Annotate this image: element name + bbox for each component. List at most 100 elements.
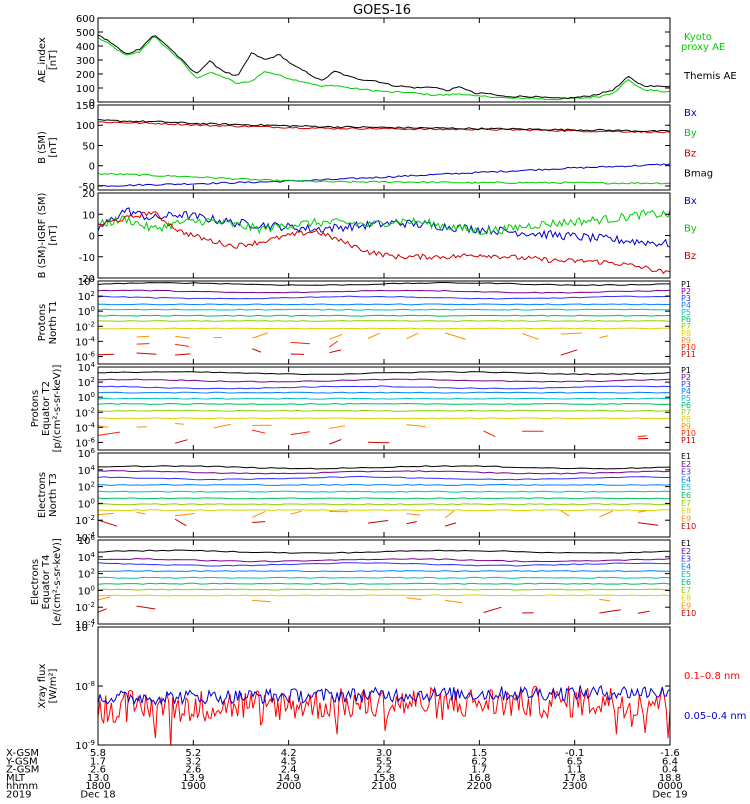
panel-frame [97,192,671,279]
series-line-kyoto-proxy-ae [98,36,670,101]
series-line-p6 [98,314,670,317]
time-axis-value: 13.9 [182,773,204,784]
time-axis-value: Dec 18 [80,790,115,801]
legend-label: E1 [681,539,691,548]
y-tick-label: 10-8 [75,680,95,693]
series-line-e9 [98,596,611,604]
legend-label: E9 [681,514,691,523]
panel-6: 106 104 102 100 10-2 10-4 ElectronsNorth T3 [37,447,671,544]
y-tick-label: 500 [76,28,95,39]
time-axis-value: 1.5 [471,748,487,759]
y-tick-label: 102 [78,568,95,581]
time-axis-value: 3.2 [185,756,201,767]
legend-label: 0.05–0.4 nm [684,711,746,722]
y-tick-label: 200 [76,70,95,81]
series-line-e7 [98,503,670,506]
legend-label: P7 [681,408,691,417]
series-line-p10 [136,340,338,348]
series-line-e6 [98,497,670,500]
time-axis-value: 1.1 [567,765,583,776]
legend-label: E10 [681,609,696,618]
legend-label: P9 [681,422,691,431]
time-axis-row-label: hhmm [6,781,38,792]
series-line-e10 [98,605,650,614]
legend-label: Bz [684,148,696,159]
y-tick-label: 10-4 [75,531,95,544]
y-tick-label: 10-2 [75,601,95,614]
panel-frame [97,17,671,103]
y-tick-label: 10-2 [75,320,95,333]
time-axis-value: 5.5 [376,756,392,767]
series-line-e5 [98,490,670,493]
y-tick-label: 102 [78,481,95,494]
y-tick-label: 20 [82,189,95,200]
y-tick-label: 100 [78,305,95,318]
y-tick-label: 10 [82,210,95,221]
time-axis-value: 14.9 [278,773,300,784]
series-line-e4 [98,483,670,486]
series-line-p7 [98,409,670,412]
time-axis-value: 5.8 [90,748,106,759]
time-axis-value: 2100 [371,781,396,792]
time-axis-value: 0000 [657,781,682,792]
y-tick-label: 100 [78,584,95,597]
legend-label: proxy AE [681,42,725,53]
y-tick-label: 100 [76,121,95,132]
time-axis-row-label: 2019 [6,790,31,801]
time-axis-value: 17.8 [564,773,586,784]
series-line-p4 [98,303,670,306]
series-line-e8 [98,509,670,512]
y-axis-label: ElectronsEquator T4[e/(cm²-s-sr-keV)] [30,538,63,626]
series-line-e2 [98,470,670,475]
y-axis-label: AE_index[nT] [37,37,59,83]
y-tick-label: -10 [79,253,95,264]
legend-label: Bmag [684,169,713,180]
series-line-p9 [98,423,426,429]
legend-label: E10 [681,522,696,531]
panel-7: 106 104 102 100 10-2 10-4 ElectronsEquator T4[… [30,534,671,631]
legend-label: P10 [681,343,696,352]
series-line-by [98,172,670,185]
time-axis-value: 2200 [467,781,492,792]
time-axis-value: 2.6 [90,765,106,776]
legend-label: P3 [681,380,691,389]
legend-label: Kyoto [684,32,712,43]
series-line-xray-short [98,684,670,706]
legend-label: Bz [684,251,696,262]
panel-series [98,549,670,614]
time-axis-value: 6.4 [662,756,678,767]
series-line-p8 [98,327,670,330]
series-line-bmag [98,119,670,133]
legend-label: E9 [681,601,691,610]
y-tick-label: 10-9 [75,739,95,752]
y-tick-label: 104 [78,464,96,477]
panel-series [98,207,670,275]
plot-title: GOES-16 [353,3,411,18]
legend-label: E6 [681,578,691,587]
series-line-e9 [98,510,647,519]
series-line-e6 [98,582,670,585]
y-tick-label: 100 [78,391,95,404]
legend-label: 0.1–0.8 nm [684,671,740,682]
legend-label: P6 [681,401,691,410]
series-line-bz [98,211,670,275]
y-tick-label: 0 [89,162,95,173]
series-line-bx [98,163,670,187]
series-line-p6 [98,402,670,405]
y-tick-label: 10-2 [75,406,95,419]
y-tick-label: 106 [78,534,96,547]
y-axis-label: B (SM)[nT] [37,131,59,164]
legend-label: E4 [681,475,691,484]
time-axis-value: 3.0 [376,748,392,759]
series-line-p1 [98,371,670,376]
y-tick-label: 10-4 [75,335,95,348]
legend-label: E7 [681,586,691,595]
panel-series [98,465,670,527]
series-line-p10 [98,429,647,438]
panel-1: 0 100 200 300 400 500 600 AE_index[nT] [37,14,671,109]
panel-series [98,282,670,356]
panel-3: -20 -10 0 10 20 B (SM)-IGRF (SM)[nT] [37,189,671,285]
time-axis-value: 16.8 [468,773,490,784]
series-line-p3 [98,295,670,300]
